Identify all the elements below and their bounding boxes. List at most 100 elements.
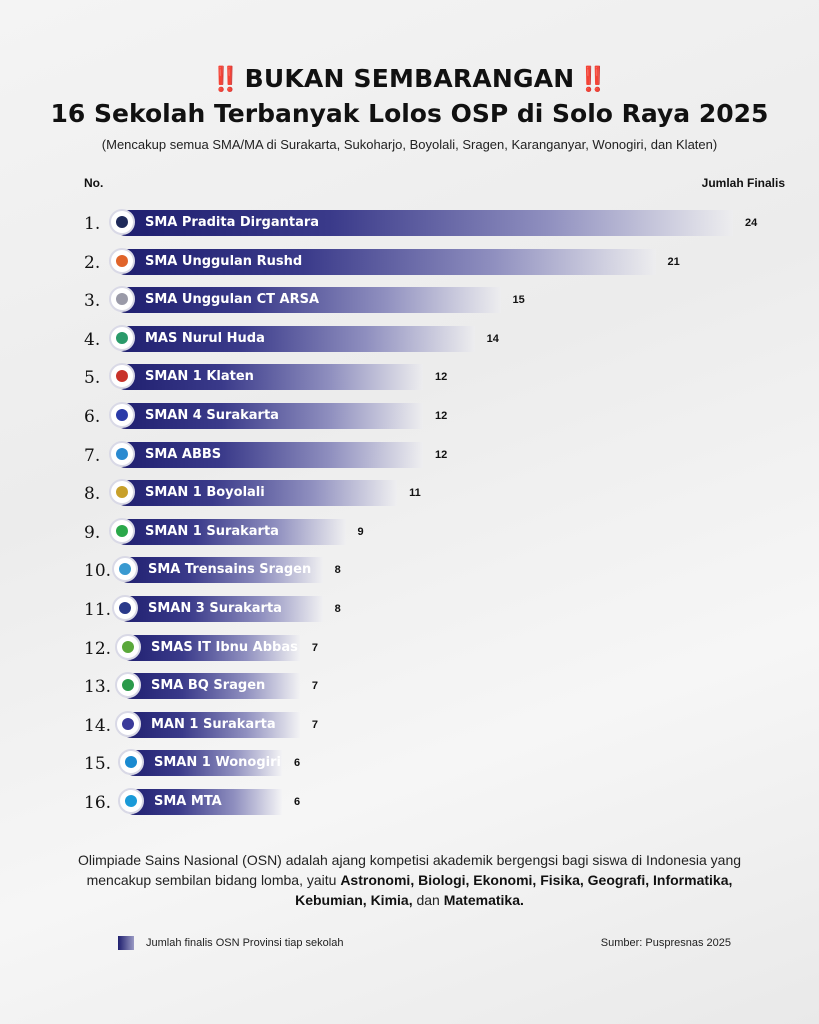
bar <box>116 557 323 584</box>
legend: Jumlah finalis OSN Provinsi tiap sekolah <box>118 936 343 950</box>
rank-label: 10. <box>84 561 112 582</box>
bar <box>116 596 323 622</box>
table-row: 12. SMAS IT Ibnu Abbas 7 <box>0 633 819 663</box>
description: Olimpiade Sains Nasional (OSN) adalah aj… <box>60 850 759 910</box>
data-label: 12 <box>435 410 448 422</box>
bar-label: SMAN 1 Surakarta <box>145 523 279 539</box>
table-row: 3. SMA Unggulan CT ARSA 15 <box>0 286 819 315</box>
table-row: 4. MAS Nurul Huda 14 <box>0 324 819 354</box>
data-label: 6 <box>294 757 301 770</box>
table-row: 6. SMAN 4 Surakarta 12 <box>0 402 819 431</box>
school-logo-icon <box>109 517 135 544</box>
bar <box>122 789 282 815</box>
school-logo-icon <box>118 788 144 814</box>
school-logo-icon <box>109 286 135 313</box>
rank-label: 1. <box>84 214 101 234</box>
school-logo-icon <box>118 749 144 776</box>
school-logo-icon <box>115 633 141 660</box>
data-label: 9 <box>357 525 364 538</box>
bar <box>113 518 346 545</box>
rank-label: 14. <box>84 715 112 736</box>
bar <box>122 750 282 777</box>
data-label: 6 <box>294 796 301 808</box>
bar-label: SMAN 1 Klaten <box>145 369 254 385</box>
bar <box>119 711 300 738</box>
source-note: Sumber: Puspresnas 2025 <box>600 937 731 949</box>
headline-text: BUKAN SEMBARANGAN <box>244 64 575 93</box>
description-conjunction: dan <box>412 892 444 908</box>
rank-label: 4. <box>84 329 101 350</box>
table-row: 1. SMA Pradita Dirgantara 24 <box>0 209 819 238</box>
rank-label: 6. <box>84 407 101 427</box>
description-last-field: Matematika. <box>443 892 524 908</box>
rank-label: 16. <box>84 793 112 813</box>
table-row: 2. SMA Unggulan Rushd 21 <box>0 247 819 277</box>
data-label: 12 <box>435 448 448 461</box>
bar-label: SMAS IT Ibnu Abbas <box>151 639 298 655</box>
bar-label: SMA BQ Sragen <box>151 678 266 694</box>
rank-label: 9. <box>84 522 101 543</box>
school-logo-icon <box>109 209 135 235</box>
header: ‼️ BUKAN SEMBARANGAN ‼️ 16 Sekolah Terbany… <box>0 64 819 152</box>
table-row: 13. SMA BQ Sragen 7 <box>0 672 819 701</box>
table-row: 14. MAN 1 Surakarta 7 <box>0 710 819 740</box>
column-header-no: No. <box>84 176 104 190</box>
data-label: 7 <box>311 680 318 693</box>
bar <box>113 210 733 236</box>
data-label: 24 <box>745 217 758 229</box>
bar <box>113 364 423 391</box>
bar-label: SMAN 1 Boyolali <box>145 485 265 501</box>
legend-label: Jumlah finalis OSN Provinsi tiap sekolah <box>146 936 344 949</box>
school-logo-icon <box>115 710 141 737</box>
school-logo-icon <box>109 247 135 274</box>
bar <box>113 325 475 352</box>
bar-label: SMAN 1 Wonogiri <box>154 755 281 771</box>
bar-label: SMAN 4 Surakarta <box>145 408 279 423</box>
bar <box>119 673 300 700</box>
data-label: 11 <box>409 487 421 500</box>
bar <box>113 287 501 314</box>
headline: ‼️ BUKAN SEMBARANGAN ‼️ <box>0 64 819 93</box>
school-logo-icon <box>109 440 135 467</box>
bar-label: SMA Unggulan Rushd <box>145 253 303 269</box>
data-label: 8 <box>334 603 341 615</box>
description-fields: Astronomi, Biologi, Ekonomi, Fisika, Geo… <box>295 872 733 908</box>
bar <box>113 480 398 507</box>
description-text: Olimpiade Sains Nasional (OSN) adalah aj… <box>77 852 742 888</box>
rank-label: 5. <box>84 368 101 389</box>
bar <box>119 634 300 661</box>
table-row: 5. SMAN 1 Klaten 12 <box>0 363 819 392</box>
rank-label: 3. <box>84 291 101 312</box>
school-logo-icon <box>109 402 135 428</box>
table-row: 10. SMA Trensains Sragen 8 <box>0 556 819 585</box>
bar-label: SMA Unggulan CT ARSA <box>145 292 320 308</box>
table-row: 11. SMAN 3 Surakarta 8 <box>0 595 819 624</box>
bar-label: SMA Trensains Sragen <box>148 562 312 578</box>
rank-label: 11. <box>84 600 112 620</box>
column-header-value: Jumlah Finalis <box>701 176 785 190</box>
rank-label: 7. <box>84 445 101 466</box>
data-label: 8 <box>334 564 341 577</box>
double-exclamation-icon: ‼️ <box>578 65 609 93</box>
school-logo-icon <box>109 479 135 506</box>
school-logo-icon <box>115 672 141 699</box>
rank-label: 2. <box>84 252 101 273</box>
bar <box>113 403 423 429</box>
chart-subtitle: (Mencakup semua SMA/MA di Surakarta, Suk… <box>101 137 718 152</box>
data-label: 14 <box>486 332 499 345</box>
bar-label: SMA ABBS <box>145 446 222 462</box>
double-exclamation-icon: ‼️ <box>210 65 241 93</box>
legend-swatch <box>118 936 134 950</box>
bar-label: MAN 1 Surakarta <box>151 716 276 732</box>
school-logo-icon <box>109 363 135 390</box>
school-logo-icon <box>112 556 138 583</box>
rank-label: 13. <box>84 677 112 698</box>
data-label: 7 <box>311 718 318 731</box>
table-row: 7. SMA ABBS 12 <box>0 440 819 470</box>
school-logo-icon <box>109 324 135 351</box>
rank-label: 15. <box>84 754 112 775</box>
rank-label: 8. <box>84 484 101 505</box>
rank-label: 12. <box>84 638 112 659</box>
table-row: 16. SMA MTA 6 <box>0 788 819 817</box>
